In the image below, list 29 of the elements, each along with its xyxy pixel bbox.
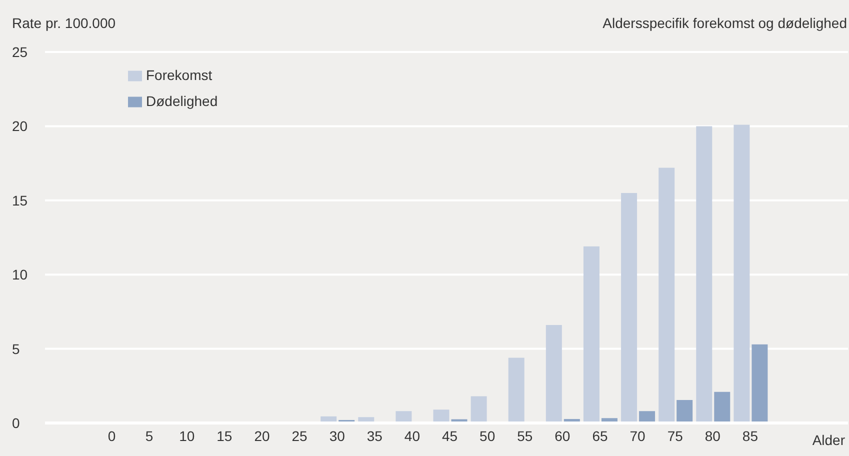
x-tick-label: 25 xyxy=(292,428,308,444)
y-tick-label: 0 xyxy=(12,414,20,431)
x-tick-label: 45 xyxy=(442,428,458,444)
x-tick-label: 80 xyxy=(704,428,721,444)
x-tick-label: 0 xyxy=(108,428,116,444)
x-tick-label: 40 xyxy=(404,428,420,444)
x-tick-label: 20 xyxy=(254,428,270,444)
x-tick-label: 75 xyxy=(667,428,684,444)
x-tick-label: 15 xyxy=(216,428,232,444)
y-tick-label: 10 xyxy=(12,266,28,283)
x-axis-title: Alder xyxy=(812,432,845,448)
y-tick-label: 15 xyxy=(12,192,28,208)
legend-label: Dødelighed xyxy=(146,93,218,109)
x-tick-label: 30 xyxy=(329,428,346,444)
x-tick-label: 70 xyxy=(630,428,646,444)
x-tick-label: 60 xyxy=(554,428,570,444)
y-tick-label: 25 xyxy=(12,44,28,60)
y-tick-label: 5 xyxy=(12,340,20,357)
x-tick-label: 65 xyxy=(592,428,608,444)
x-tick-label: 35 xyxy=(366,428,383,444)
chart-title: Aldersspecifik forekomst og dødelighed xyxy=(602,15,847,31)
x-tick-label: 85 xyxy=(742,428,758,444)
x-tick-label: 10 xyxy=(179,428,195,444)
x-tick-label: 5 xyxy=(145,428,154,444)
x-tick-label: 50 xyxy=(480,428,496,444)
y-axis-title: Rate pr. 100.000 xyxy=(12,15,116,31)
legend-label: Forekomst xyxy=(146,67,212,83)
y-tick-label: 20 xyxy=(12,118,28,134)
x-tick-label: 55 xyxy=(517,428,533,444)
